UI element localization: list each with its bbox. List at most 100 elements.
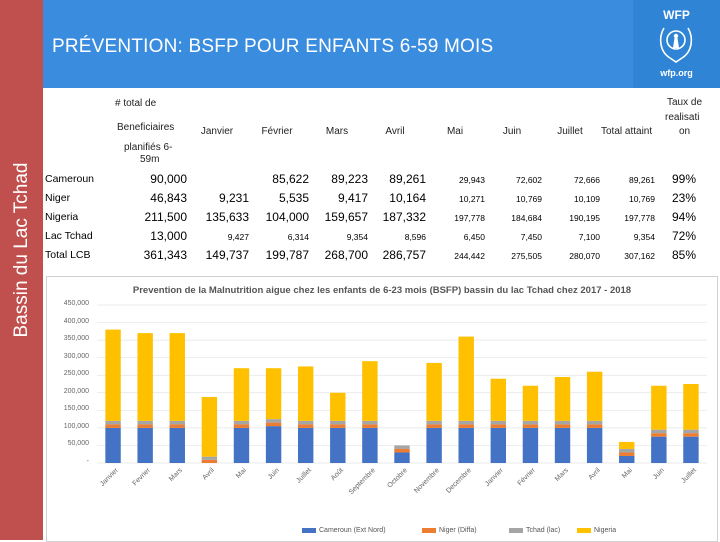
- bar-segment: [105, 420, 121, 425]
- row-label: Niger: [45, 192, 71, 204]
- header-month: Mars: [325, 126, 349, 137]
- table-cell-mar: 159,657: [324, 210, 368, 224]
- table-cell-jul: 7,100: [578, 232, 600, 242]
- bar-segment: [683, 384, 699, 430]
- legend-label: Tchad (lac): [526, 527, 561, 534]
- bar-segment: [458, 420, 474, 425]
- bar-segment: [683, 429, 699, 434]
- bar-segment: [297, 424, 314, 428]
- table-cell-feb: 85,622: [272, 172, 309, 186]
- table-cell-total: 10,769: [629, 194, 655, 204]
- bar-segment: [586, 424, 603, 428]
- table-cell-total: 307,162: [624, 251, 655, 261]
- bar-segment: [683, 433, 699, 437]
- bar-segment: [683, 436, 699, 463]
- row-label: Cameroun: [45, 173, 95, 185]
- bar-segment: [522, 420, 539, 425]
- bar-segment: [201, 396, 218, 457]
- table-cell-jan: 9,231: [218, 191, 249, 205]
- bar-segment: [651, 429, 667, 434]
- chart-panel: Prevention de la Malnutrition aigue chez…: [46, 276, 718, 542]
- legend-label: Cameroun (Ext Nord): [319, 527, 386, 534]
- table-cell-feb: 199,787: [265, 248, 309, 262]
- y-tick-label: 350,000: [63, 335, 89, 343]
- table-cell-mai: 29,943: [459, 175, 485, 185]
- legend-label: Niger (Diffa): [439, 527, 477, 534]
- bar-segment: [362, 361, 378, 421]
- bar-segment: [554, 427, 571, 463]
- table-cell-apr: 10,164: [389, 191, 426, 205]
- legend-item: Nigeria: [577, 527, 616, 534]
- title-band: [43, 0, 633, 88]
- header-total-de: # total de: [115, 98, 157, 109]
- bar-segment: [169, 333, 185, 421]
- bar-segment: [586, 371, 603, 421]
- header-month: Juin: [502, 126, 522, 137]
- bar-segment: [554, 420, 571, 425]
- table-cell-mai: 6,450: [463, 232, 485, 242]
- legend-item: Tchad (lac): [509, 527, 560, 534]
- y-tick-label: 150,000: [63, 405, 89, 413]
- bar-segment: [362, 424, 378, 428]
- stacked-bar-chart: [97, 304, 707, 464]
- table-cell-jun: 7,450: [520, 232, 542, 242]
- bar-segment: [233, 420, 250, 425]
- bar-segment: [169, 427, 185, 463]
- bar-segment: [265, 419, 282, 423]
- bar-segment: [330, 420, 346, 425]
- y-tick-label: 100,000: [63, 422, 89, 430]
- table-cell-planned: 361,343: [143, 248, 187, 262]
- bar-segment: [619, 452, 635, 456]
- legend-item: Cameroun (Ext Nord): [302, 527, 386, 534]
- header-planifies-2: 59m: [140, 154, 160, 165]
- bar-segment: [265, 422, 282, 427]
- wfp-logo-word: WFP: [663, 8, 690, 22]
- bar-segment: [137, 420, 153, 425]
- bar-segment: [490, 427, 507, 463]
- table-cell-apr: 286,757: [382, 248, 426, 262]
- table-cell-jun: 184,684: [511, 213, 542, 223]
- table-cell-mar: 9,354: [346, 232, 368, 242]
- bar-segment: [619, 448, 635, 453]
- table-cell-rate: 94%: [671, 210, 696, 224]
- header-month: Avril: [385, 126, 405, 137]
- bar-segment: [619, 441, 635, 449]
- header-total-attaint: Total attaint: [601, 126, 653, 137]
- bar-segment: [522, 424, 539, 428]
- header-month: Mai: [446, 126, 464, 137]
- table-cell-rate: 85%: [671, 248, 696, 262]
- y-tick-label: 200,000: [63, 387, 89, 395]
- table-cell-rate: 99%: [671, 172, 696, 186]
- bar-segment: [619, 455, 635, 463]
- row-label: Nigeria: [45, 211, 79, 223]
- header-month: Février: [261, 126, 293, 137]
- bar-segment: [297, 366, 314, 421]
- table-cell-jul: 190,195: [569, 213, 600, 223]
- y-tick-label: -: [86, 458, 89, 465]
- y-tick-label: 50,000: [67, 440, 89, 448]
- table-cell-mai: 197,778: [454, 213, 485, 223]
- table-cell-feb: 104,000: [265, 210, 309, 224]
- wfp-logo-url: wfp.org: [660, 68, 693, 78]
- table-cell-planned: 211,500: [144, 210, 188, 224]
- bar-segment: [169, 424, 185, 428]
- bar-segment: [169, 420, 185, 425]
- bar-segment: [201, 459, 218, 463]
- table-cell-feb: 6,314: [287, 232, 309, 242]
- table-cell-mai: 10,271: [459, 194, 485, 204]
- bar-segment: [426, 427, 442, 463]
- bar-segment: [394, 452, 410, 463]
- table-cell-apr: 89,261: [389, 172, 426, 186]
- table-cell-jul: 280,070: [569, 251, 600, 261]
- bar-segment: [554, 424, 571, 428]
- table-cell-jan: 149,737: [205, 248, 249, 262]
- bar-segment: [490, 420, 507, 425]
- legend-label: Nigeria: [594, 527, 617, 534]
- bar-segment: [330, 392, 346, 421]
- header-taux-2: realisati: [665, 112, 700, 123]
- bar-segment: [458, 336, 474, 421]
- legend-swatch: [302, 527, 316, 533]
- bar-segment: [490, 378, 507, 421]
- bar-segment: [233, 424, 250, 428]
- bar-segment: [426, 362, 442, 421]
